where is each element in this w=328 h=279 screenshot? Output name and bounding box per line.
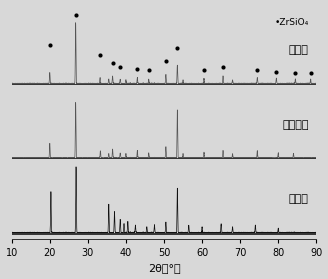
Text: 棉纤维: 棉纤维 — [289, 194, 309, 204]
Text: 竹纤维: 竹纤维 — [289, 45, 309, 55]
Text: •ZrSiO₄: •ZrSiO₄ — [275, 18, 309, 27]
Text: 剑麻纤维: 剑麻纤维 — [282, 120, 309, 130]
X-axis label: 2θ（°）: 2θ（°） — [148, 263, 180, 273]
